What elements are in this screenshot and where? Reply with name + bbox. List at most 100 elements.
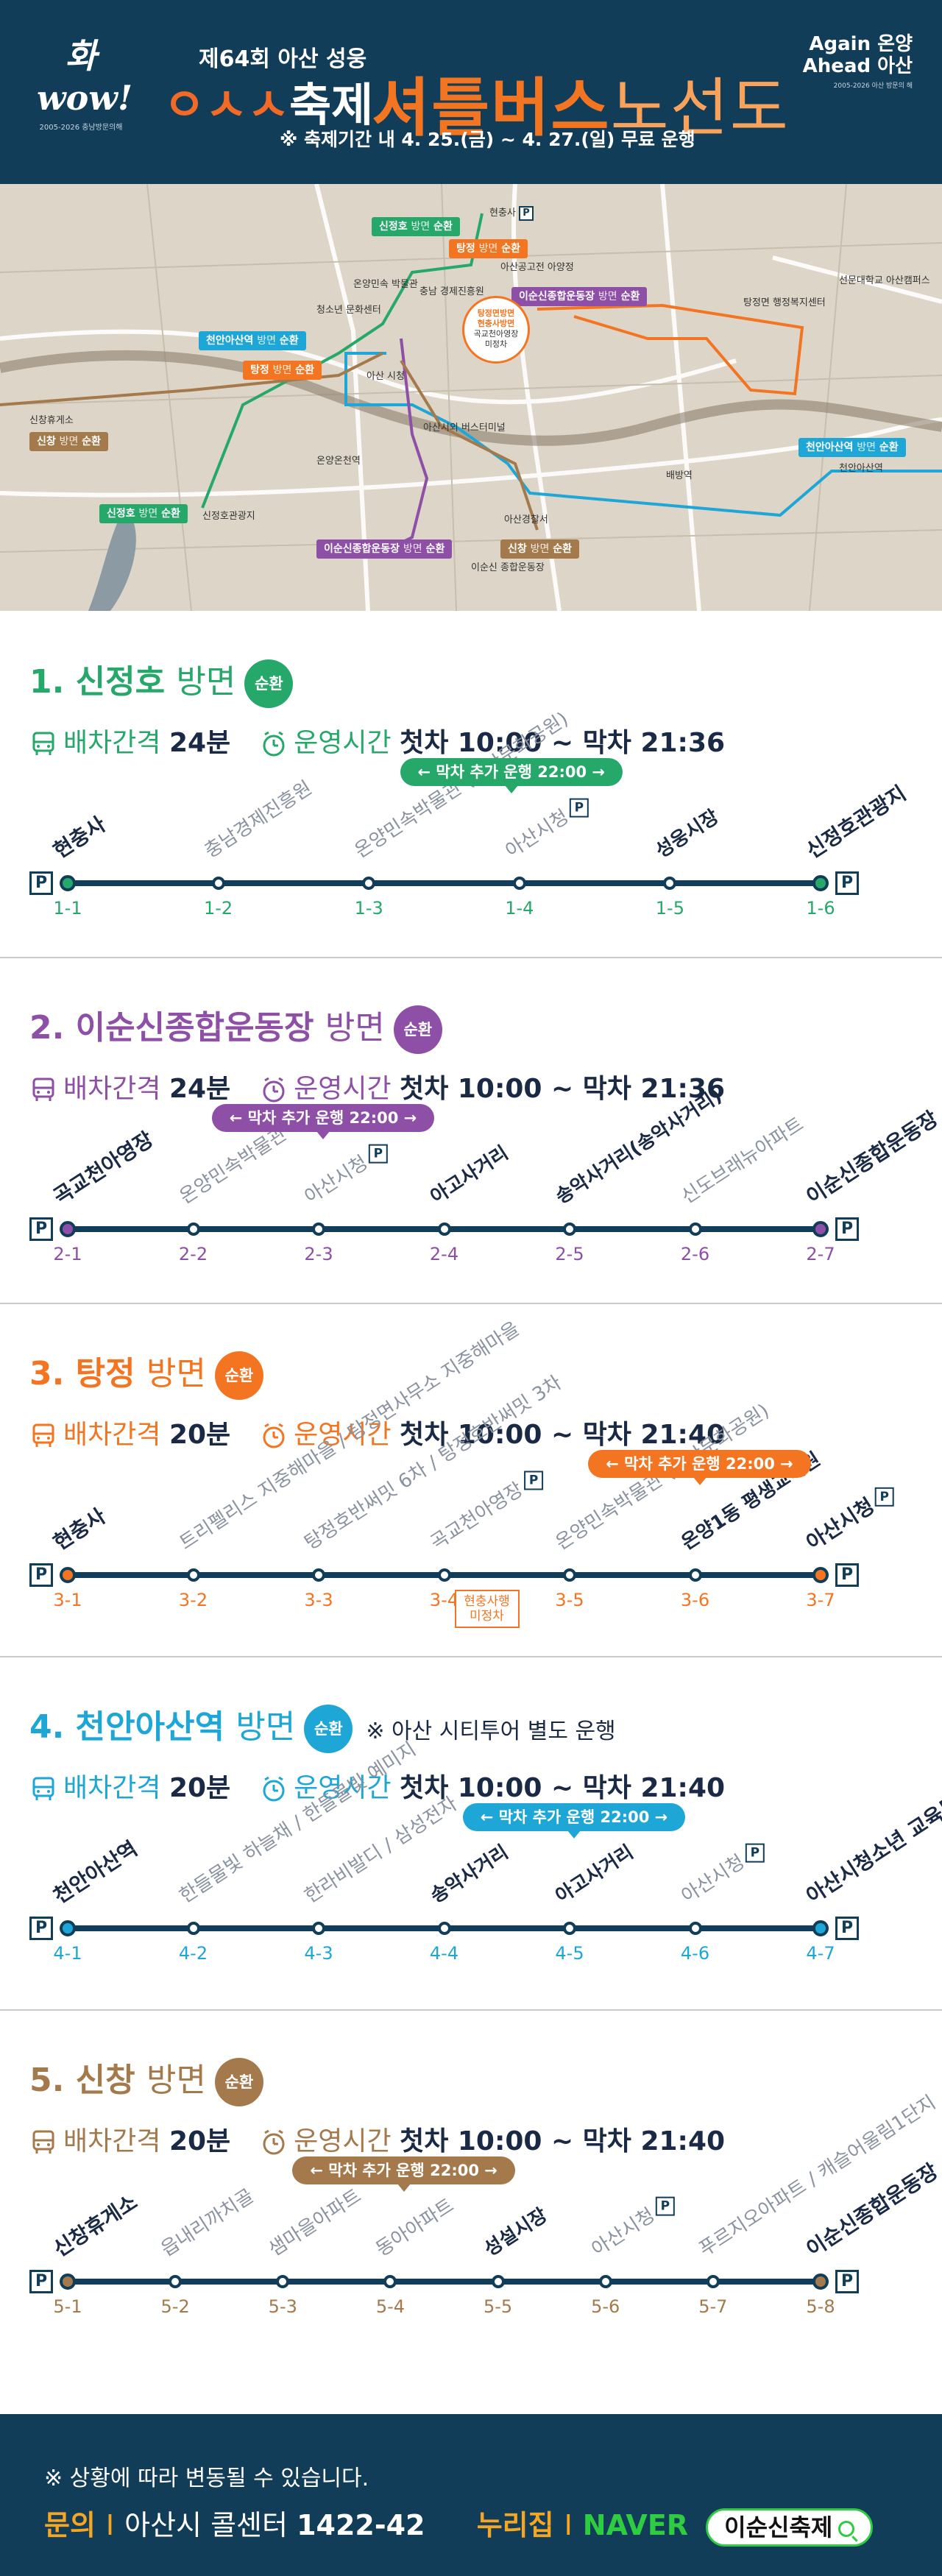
stop-name-text: 읍내리까치골 xyxy=(157,2184,258,2261)
stop-marker xyxy=(688,1922,702,1935)
map-tag-cheonan-2: 천안아산역 방면 순환 xyxy=(798,438,906,457)
map-tag-isunsin-2: 이순신종합운동장 방면 순환 xyxy=(316,539,453,559)
clock-icon xyxy=(260,1775,288,1803)
stop-number: 5-5 xyxy=(483,2296,513,2317)
parking-icon: P xyxy=(835,1563,859,1587)
stop-name-text: 충남경제진흥원 xyxy=(200,776,316,863)
map-place: 온양민속 박물관 xyxy=(353,279,418,290)
stop-name-text: 현충사 xyxy=(49,812,110,863)
stop-number: 2-6 xyxy=(680,1244,710,1264)
stop-name: 성웅시장 xyxy=(652,806,723,863)
parking-icon: P xyxy=(835,2270,859,2293)
extra-run-label: ← 막차 추가 운행 22:00 → xyxy=(211,1104,435,1139)
clock-icon xyxy=(260,1076,288,1104)
stop-name-text: 아산시청소년 교육문화센터 xyxy=(801,1760,942,1908)
route-direction: 방면 xyxy=(146,2062,206,2099)
stop-name-text: 아산시청 xyxy=(587,2204,659,2261)
stop-name: 성설시장 xyxy=(480,2204,551,2261)
logo-right-line2: Ahead 아산 xyxy=(802,55,913,77)
header: 화wow! 2005-2026 충남방문의해 제64회 아산 성웅 ㅇㅅㅅ축제 … xyxy=(0,0,942,184)
route-title: 1. 신정호 방면 순환 xyxy=(29,655,294,708)
stop-marker xyxy=(362,877,376,890)
parking-icon: P xyxy=(368,1144,388,1164)
stop-marker xyxy=(312,1222,325,1236)
stop-marker xyxy=(60,1221,76,1237)
stop-name-text: 아산시청 xyxy=(300,1151,372,1209)
interval-value: 20분 xyxy=(169,2126,231,2156)
stop-number: 2-3 xyxy=(304,1244,333,1264)
stop-name-text: 곡교천아영장 xyxy=(426,1478,527,1554)
route-line xyxy=(68,880,821,886)
stop-name-text: 탕정호반써밋 6차 / 탕정호반써밋 3차 xyxy=(300,1371,566,1554)
stop-number: 1-1 xyxy=(53,898,82,919)
web-label: 누리집 xyxy=(476,2509,554,2541)
map-place: 천안아산역 xyxy=(839,463,883,474)
logo-left-sub: 2005-2026 충남방문의해 xyxy=(39,124,123,132)
map-place: 현충사 P xyxy=(489,205,534,221)
stop-number: 5-6 xyxy=(591,2296,620,2317)
stop-name: 신정호관광지 xyxy=(801,780,911,863)
stop-marker xyxy=(812,1567,829,1583)
footer-contact: 문의 I 아산시 콜센터 1422-42 누리집 I NAVER 이순신축제 xyxy=(44,2502,874,2547)
map-place: 이순신 종합운동장 xyxy=(471,562,545,573)
parking-icon: P xyxy=(569,798,589,818)
hours-value: 첫차 10:00 ~ 막차 21:36 xyxy=(400,728,726,758)
route-title: 4. 천안아산역 방면 순환 ※ 아산 시티투어 별도 운행 xyxy=(29,1700,616,1753)
bus-icon xyxy=(29,2129,57,2156)
stop-name-text: 성설시장 xyxy=(480,2204,551,2261)
interval-label: 배차간격 xyxy=(63,1420,161,1450)
section-divider xyxy=(0,1656,942,1657)
stop-name-text: 성웅시장 xyxy=(652,805,723,863)
stop-name-text: 신정호관광지 xyxy=(801,780,911,863)
search-box[interactable]: 이순신축제 xyxy=(706,2508,874,2547)
stop-name: 아산시청소년 교육문화센터 xyxy=(801,1760,942,1908)
hours-value: 첫차 10:00 ~ 막차 21:40 xyxy=(400,2126,726,2156)
stop-marker xyxy=(688,1222,702,1236)
stop-marker xyxy=(169,2275,183,2288)
route-name: 탕정 xyxy=(75,1355,135,1393)
hours-label: 운영시간 xyxy=(294,1074,392,1104)
stop-marker xyxy=(812,1920,829,1936)
route-section-1: 1. 신정호 방면 순환 배차간격 24분 운영시간 첫차 10:00 ~ 막차 21… xyxy=(0,611,942,957)
route-section-3: 3. 탕정 방면 순환 배차간격 20분 운영시간 첫차 10:00 ~ 막차 21:… xyxy=(0,1303,942,1656)
route-section-5: 5. 신창 방면 순환 배차간격 20분 운영시간 첫차 10:00 ~ 막차 21:… xyxy=(0,2009,942,2414)
parking-icon: P xyxy=(835,1917,859,1940)
stop-number: 5-7 xyxy=(698,2296,728,2317)
stop-name: 천안아산역 xyxy=(49,1836,142,1908)
stop-name: 아산시청P xyxy=(802,1482,899,1555)
map-place: 충남 경제진흥원 xyxy=(419,286,484,297)
route-line xyxy=(68,2279,821,2285)
hours-label: 운영시간 xyxy=(294,1420,392,1450)
route-direction: 방면 xyxy=(236,1708,296,1746)
map-tag-sinjeongho-1: 신정호 방면 순환 xyxy=(372,217,460,236)
map-tag-isunsin-1: 이순신종합운동장 방면 순환 xyxy=(511,287,648,306)
route-direction: 방면 xyxy=(325,1009,385,1047)
interval-label: 배차간격 xyxy=(63,728,161,758)
parking-icon: P xyxy=(29,871,53,895)
stop-marker xyxy=(812,2274,829,2290)
stop-name: 신창휴게소 xyxy=(49,2190,142,2262)
stop-number: 1-2 xyxy=(203,898,233,919)
route-number: 2. xyxy=(29,1009,65,1047)
map-tag-tangjeong-2: 탕정 방면 순환 xyxy=(243,361,322,380)
stop-number: 2-4 xyxy=(429,1244,459,1264)
interval-label: 배차간격 xyxy=(63,2126,161,2156)
stop-marker xyxy=(276,2275,290,2288)
parking-icon: P xyxy=(29,1563,53,1587)
extra-run-label: ← 막차 추가 운행 22:00 → xyxy=(462,1803,686,1839)
route-info: 배차간격 20분 운영시간 첫차 10:00 ~ 막차 21:40 xyxy=(29,1766,725,1805)
route-badge: 순환 xyxy=(214,1351,263,1400)
route-info: 배차간격 20분 운영시간 첫차 10:00 ~ 막차 21:40 xyxy=(29,2120,725,2158)
map-place: 신창휴게소 xyxy=(29,415,74,426)
bus-icon xyxy=(29,730,57,758)
festival-period: ※ 축제기간 내 4. 25.(금) ~ 4. 27.(일) 무료 운행 xyxy=(280,129,695,150)
parking-icon: P xyxy=(835,1217,859,1241)
clock-icon xyxy=(260,1422,288,1450)
map-place: 아산시외 버스터미널 xyxy=(423,422,506,434)
stop-name: 탕정호반써밋 6차 / 탕정호반써밋 3차 xyxy=(301,1372,566,1554)
right-logo: Again 온양 Ahead 아산 2005-2026 아산 방문의 해 xyxy=(803,33,913,90)
stop-name: 신도브래뉴아파트 xyxy=(677,1114,807,1209)
stop-name: 읍내리까치골 xyxy=(157,2185,258,2261)
